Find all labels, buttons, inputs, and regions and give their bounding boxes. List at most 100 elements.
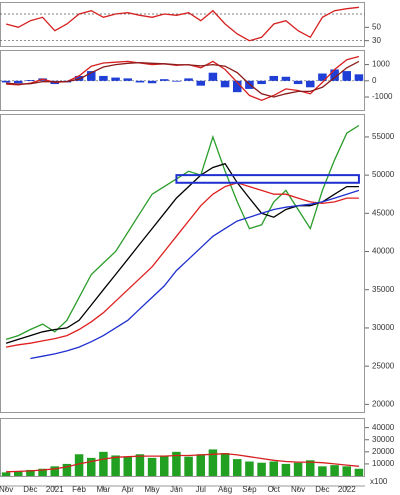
y-tick-label: 0: [372, 76, 377, 85]
bar: [62, 463, 72, 476]
bar: [196, 80, 206, 86]
bar: [111, 77, 120, 81]
bar: [257, 80, 266, 85]
y-tick-label: 25000: [372, 361, 395, 370]
bar: [232, 80, 242, 93]
y-tick-label: 50: [372, 22, 381, 31]
bar: [245, 461, 254, 476]
bar: [342, 71, 352, 81]
y-tick-label: 30: [372, 36, 381, 45]
y-tick-label: -1000: [372, 92, 393, 101]
x-tick-label: Mar: [97, 485, 111, 494]
bar: [232, 459, 242, 476]
bar: [74, 75, 84, 81]
bar: [257, 462, 266, 476]
y-tick-label: 30000: [372, 435, 395, 444]
zone-box: [175, 174, 360, 184]
bar: [50, 466, 60, 476]
bar: [74, 454, 84, 476]
y-tick-label: 30000: [372, 323, 395, 332]
bar: [26, 469, 35, 476]
y-tick-label: 40000: [372, 423, 395, 432]
unit-label: x100: [370, 477, 388, 486]
bar: [13, 471, 23, 476]
bar: [318, 73, 327, 81]
y-tick-label: 20000: [372, 447, 395, 456]
y-tick-label: 40000: [372, 247, 395, 256]
bar: [269, 75, 279, 81]
bar: [184, 78, 193, 81]
x-tick-label: 2022: [338, 485, 356, 494]
x-tick-label: Nov: [291, 485, 305, 494]
series-line: [30, 189, 360, 360]
bar: [208, 449, 218, 476]
bar: [1, 472, 11, 476]
bar: [342, 466, 352, 476]
y-tick-label: 10000: [372, 459, 395, 468]
y-tick-label: 35000: [372, 285, 395, 294]
y-tick-label: 50000: [372, 170, 395, 179]
panel-frame: [0, 114, 365, 413]
bar: [159, 455, 169, 476]
bar: [196, 454, 206, 476]
x-tick-label: Dec: [315, 485, 329, 494]
bar: [123, 456, 133, 476]
bar: [293, 462, 303, 476]
bar: [135, 80, 145, 83]
bar: [305, 460, 315, 476]
bar: [99, 451, 108, 476]
series-line: [5, 182, 359, 348]
series-line: [5, 6, 359, 42]
bar: [123, 78, 133, 81]
bar: [281, 76, 291, 81]
bar: [13, 80, 23, 84]
x-tick-label: Jun: [170, 485, 183, 494]
bar: [99, 75, 108, 81]
x-tick-label: Dec: [23, 485, 37, 494]
x-tick-label: Sep: [242, 485, 257, 494]
x-tick-label: Oct: [268, 485, 281, 494]
bar: [184, 456, 193, 476]
x-tick-label: Feb: [72, 485, 86, 494]
bar: [111, 455, 120, 476]
bar: [318, 466, 327, 476]
bar: [159, 79, 169, 81]
series-line: [6, 60, 360, 98]
x-tick-label: May: [145, 485, 160, 494]
bar: [293, 80, 303, 85]
panel-frame: [0, 2, 365, 47]
bar: [38, 468, 47, 476]
panel-frame: [0, 418, 365, 477]
y-tick-label: 45000: [372, 208, 395, 217]
bar: [220, 80, 230, 88]
bar: [135, 454, 145, 476]
bar: [208, 72, 218, 81]
bar: [26, 80, 35, 81]
y-tick-label: 20000: [372, 399, 395, 408]
bar: [86, 457, 96, 476]
series-line: [5, 162, 359, 344]
bar: [281, 463, 291, 476]
x-tick-label: Nov: [0, 485, 13, 494]
bar: [172, 451, 181, 476]
series-line: [6, 55, 360, 102]
series-line: [5, 124, 360, 341]
x-tick-label: Apr: [122, 485, 135, 494]
bar: [354, 74, 364, 81]
bar: [172, 80, 181, 82]
bar: [147, 80, 157, 84]
bar: [354, 468, 364, 476]
bar: [1, 80, 11, 83]
bar: [330, 465, 339, 476]
x-tick-label: Aug: [218, 485, 232, 494]
bar: [305, 80, 315, 88]
series-line: [6, 452, 359, 473]
bar: [86, 71, 96, 81]
bar: [269, 461, 279, 476]
x-tick-label: Jul: [196, 485, 206, 494]
bar: [330, 69, 339, 81]
bar: [220, 453, 230, 476]
y-tick-label: 1000: [372, 60, 390, 69]
